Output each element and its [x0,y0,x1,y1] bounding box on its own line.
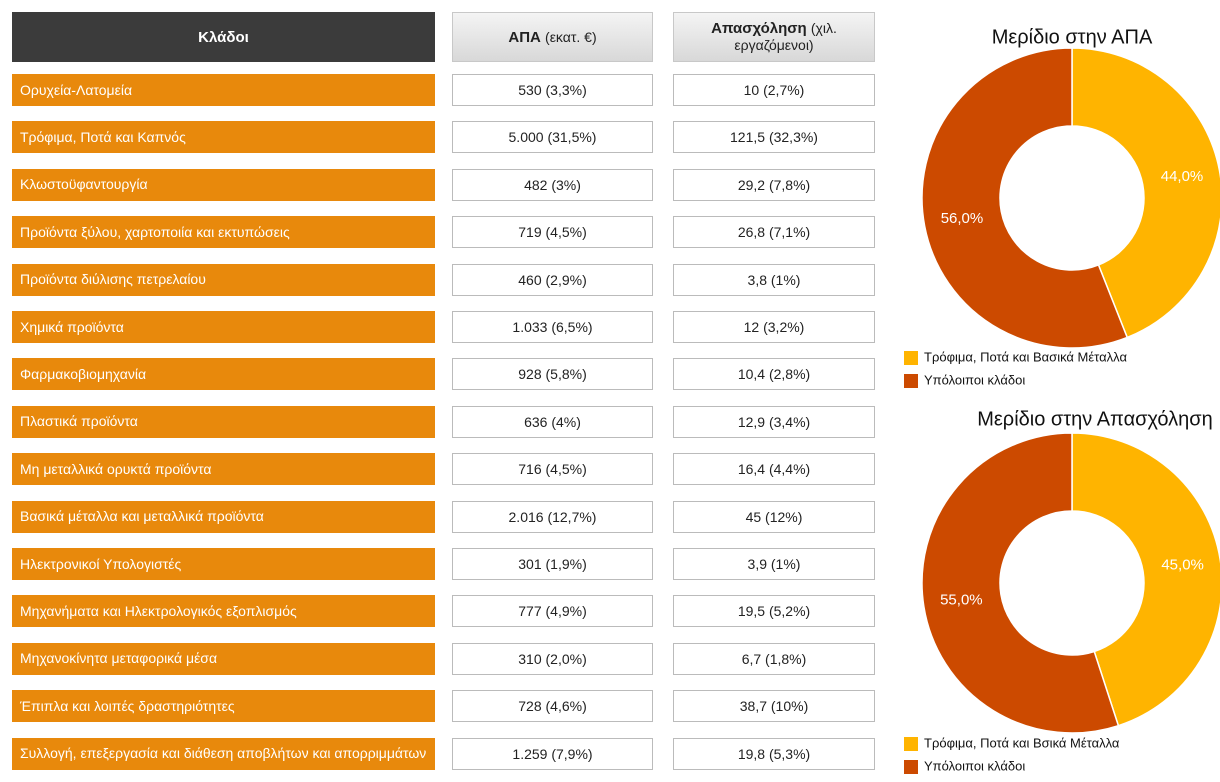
slice [921,432,1120,734]
slice [921,47,1129,349]
header-main: Απασχόληση [711,20,807,37]
row-label: Ηλεκτρονικοί Υπολογιστές [12,548,435,580]
row-label: Συλλογή, επεξεργασία και διάθεση αποβλήτ… [12,737,435,770]
header-unit: (χιλ. εργαζόμενοι) [734,20,837,53]
row-label: Πλαστικά προϊόντα [12,405,435,438]
value-cell: 530 (3,3%) [452,74,653,106]
row-label: Χημικά προϊόντα [12,311,435,343]
data-label: 55,0% [940,591,983,608]
value-cell: 2.016 (12,7%) [452,500,653,533]
value-cell: 16,4 (4,4%) [673,453,875,486]
row-label: Προϊόντα διύλισης πετρελαίου [12,263,435,296]
legend-label: Υπόλοιποι κλάδοι [924,758,1025,773]
charts: Μερίδιο στην ΑΠΑ 44,0% Τρόφιμα, Ποτά και Β… [904,26,1220,774]
value-cell: 10,4 (2,8%) [673,358,875,391]
value-cell: 310 (2,0%) [452,642,653,675]
chart-title: Μερίδιο στην Απασχόληση [977,408,1213,430]
value-cell: 26,8 (7,1%) [673,216,875,249]
value-cell: 482 (3%) [452,168,653,201]
value-cell: 10 (2,7%) [673,74,875,106]
value-cell: 728 (4,6%) [452,690,653,723]
value-cell: 12,9 (3,4%) [673,405,875,438]
slice [1071,47,1220,339]
header-cell: Κλάδοι [12,12,435,62]
row-label: Βασικά μέταλλα και μεταλλικά προϊόντα [12,500,435,533]
value-cell: 777 (4,9%) [452,595,653,628]
legend-swatch [904,760,918,774]
header-cell: Απασχόληση (χιλ. εργαζόμενοι) [673,12,875,62]
header-cell: ΑΠΑ (εκατ. €) [452,12,653,62]
row-label: Μη μεταλλικά ορυκτά προϊόντα [12,453,435,486]
slice [1071,432,1220,727]
value-cell: 38,7 (10%) [673,690,875,723]
row-label: Τρόφιμα, Ποτά και Καπνός [12,121,435,154]
row-label: Έπιπλα και λοιπές δραστηριότητες [12,690,435,723]
row-label: Μηχανοκίνητα μεταφορικά μέσα [12,642,435,675]
row-label: Προϊόντα ξύλου, χαρτοποιία και εκτυπώσει… [12,216,435,249]
value-cell: 928 (5,8%) [452,358,653,391]
value-cell: 121,5 (32,3%) [673,121,875,154]
value-cell: 6,7 (1,8%) [673,642,875,675]
legend-label: Τρόφιμα, Ποτά και Βσικά Μέταλλα [924,735,1120,750]
row-label: Μηχανήματα και Ηλεκτρολογικός εξοπλισμός [12,595,435,628]
value-cell: 460 (2,9%) [452,263,653,296]
legend-swatch [904,374,918,388]
value-cell: 19,8 (5,3%) [673,737,875,770]
header-main: ΑΠΑ [508,28,541,46]
data-label: 44,0% [1161,168,1204,185]
legend-swatch [904,737,918,751]
value-cell: 3,9 (1%) [673,548,875,580]
row-label: Κλωστοϋφαντουργία [12,168,435,201]
value-cell: 19,5 (5,2%) [673,595,875,628]
legend-swatch [904,351,918,365]
row-label: Φαρμακοβιομηχανία [12,358,435,391]
row-label: Ορυχεία-Λατομεία [12,74,435,106]
legend-label: Τρόφιμα, Ποτά και Βασικά Μέταλλα [924,349,1127,364]
chart-title: Μερίδιο στην ΑΠΑ [992,26,1153,48]
value-cell: 3,8 (1%) [673,263,875,296]
data-label: 45,0% [1161,556,1204,573]
value-cell: 1.033 (6,5%) [452,311,653,343]
header-unit: (εκατ. €) [545,28,597,45]
value-cell: 636 (4%) [452,405,653,438]
value-cell: 12 (3,2%) [673,311,875,343]
value-cell: 5.000 (31,5%) [452,121,653,154]
value-cell: 29,2 (7,8%) [673,168,875,201]
value-cell: 301 (1,9%) [452,548,653,580]
value-cell: 1.259 (7,9%) [452,737,653,770]
data-label: 56,0% [941,210,984,227]
value-cell: 719 (4,5%) [452,216,653,249]
legend-label: Υπόλοιποι κλάδοι [924,372,1025,387]
value-cell: 716 (4,5%) [452,453,653,486]
value-cell: 45 (12%) [673,500,875,533]
